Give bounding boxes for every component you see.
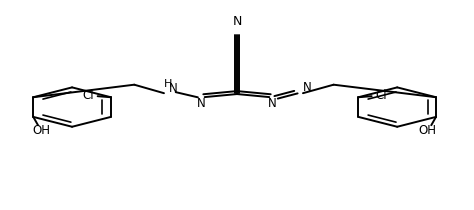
Text: Cl: Cl: [375, 89, 387, 102]
Text: N: N: [303, 81, 312, 94]
Text: N: N: [197, 97, 206, 110]
Text: N: N: [169, 82, 178, 95]
Text: N: N: [268, 97, 277, 110]
Text: OH: OH: [33, 124, 51, 137]
Text: Cl: Cl: [82, 89, 94, 102]
Text: H: H: [164, 79, 172, 89]
Text: OH: OH: [419, 124, 437, 137]
Text: N: N: [232, 14, 242, 28]
